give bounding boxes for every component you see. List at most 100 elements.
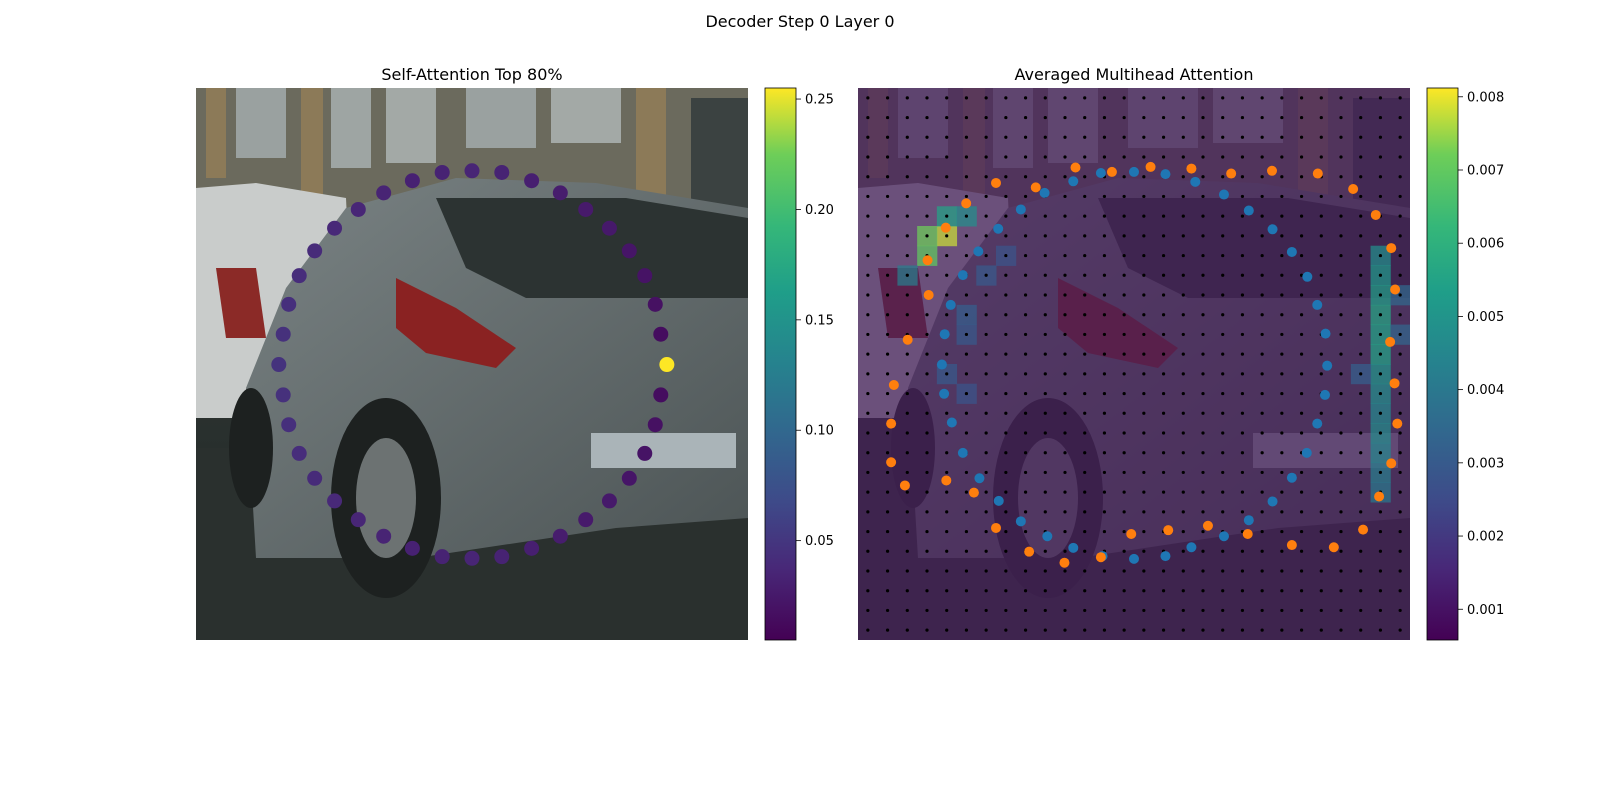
grid-dot bbox=[1240, 589, 1245, 593]
grid-dot bbox=[1043, 313, 1047, 317]
blue-point bbox=[1068, 542, 1079, 553]
colorbar-tick-label: 0.001 bbox=[1467, 603, 1504, 618]
grid-dot bbox=[1122, 175, 1126, 179]
grid-dot bbox=[1023, 155, 1028, 159]
grid-dot bbox=[1280, 194, 1284, 199]
grid-dot bbox=[1181, 490, 1185, 494]
attention-point bbox=[281, 417, 297, 433]
orange-point bbox=[961, 198, 972, 209]
orange-point bbox=[1070, 162, 1081, 173]
grid-dot bbox=[1201, 529, 1205, 534]
grid-dot bbox=[1043, 490, 1047, 494]
grid-dot bbox=[1201, 273, 1205, 277]
grid-dot bbox=[905, 608, 909, 613]
orange-point bbox=[1145, 161, 1156, 172]
grid-dot bbox=[1083, 569, 1087, 573]
grid-dot bbox=[1102, 155, 1107, 159]
attention-point bbox=[524, 540, 540, 556]
grid-dot bbox=[1063, 155, 1067, 159]
grid-dot bbox=[925, 549, 929, 553]
grid-dot bbox=[1359, 352, 1363, 356]
grid-dot bbox=[925, 411, 929, 415]
grid-dot bbox=[1299, 155, 1304, 159]
orange-point bbox=[1370, 209, 1381, 220]
orange-point bbox=[1186, 163, 1197, 174]
grid-dot bbox=[1063, 411, 1067, 415]
grid-dot bbox=[1359, 115, 1363, 120]
grid-dot bbox=[1260, 96, 1264, 100]
grid-dot bbox=[1043, 175, 1047, 179]
figure-title: Decoder Step 0 Layer 0 bbox=[705, 12, 895, 31]
grid-dot bbox=[1083, 608, 1087, 613]
grid-dot bbox=[1221, 253, 1225, 258]
grid-dot bbox=[1240, 411, 1245, 415]
grid-dot bbox=[964, 352, 969, 356]
orange-point bbox=[1358, 524, 1369, 535]
attention-point bbox=[291, 268, 307, 284]
grid-dot bbox=[1240, 470, 1245, 475]
grid-dot bbox=[1122, 490, 1126, 494]
blue-point bbox=[1015, 516, 1026, 527]
grid-dot bbox=[1161, 273, 1166, 277]
grid-dot bbox=[1142, 313, 1146, 317]
grid-dot bbox=[945, 549, 949, 553]
grid-dot bbox=[866, 175, 870, 179]
grid-dot bbox=[1122, 332, 1126, 337]
grid-dot bbox=[1299, 214, 1304, 218]
grid-dot bbox=[1004, 549, 1008, 553]
grid-dot bbox=[1398, 96, 1402, 100]
grid-dot bbox=[1004, 214, 1008, 218]
grid-dot bbox=[1023, 490, 1028, 494]
grid-dot bbox=[964, 589, 969, 593]
grid-dot bbox=[1063, 253, 1067, 258]
grid-dot bbox=[1181, 253, 1185, 258]
grid-dot bbox=[945, 155, 949, 159]
grid-dot bbox=[925, 352, 929, 356]
grid-dot bbox=[1142, 549, 1146, 553]
grid-dot bbox=[1122, 155, 1126, 159]
grid-dot bbox=[1083, 451, 1087, 455]
grid-dot bbox=[1339, 549, 1343, 553]
grid-dot bbox=[1142, 628, 1146, 632]
attention-point bbox=[552, 528, 568, 544]
grid-dot bbox=[885, 628, 890, 632]
grid-dot bbox=[1221, 135, 1225, 139]
grid-dot bbox=[1102, 115, 1107, 120]
grid-dot bbox=[1378, 391, 1383, 396]
grid-dot bbox=[1378, 194, 1383, 199]
grid-dot bbox=[1063, 175, 1067, 179]
grid-dot bbox=[1181, 569, 1185, 573]
grid-dot bbox=[1201, 628, 1205, 632]
grid-dot bbox=[925, 628, 929, 632]
grid-dot bbox=[1319, 451, 1323, 455]
grid-dot bbox=[925, 451, 929, 455]
grid-dot bbox=[1122, 431, 1126, 435]
grid-dot bbox=[1023, 411, 1028, 415]
grid-dot bbox=[925, 313, 929, 317]
grid-dot bbox=[1280, 431, 1284, 435]
grid-dot bbox=[1378, 352, 1383, 356]
grid-dot bbox=[984, 628, 988, 632]
grid-dot bbox=[1181, 273, 1185, 277]
grid-dot bbox=[1398, 549, 1402, 553]
attention-point bbox=[621, 470, 637, 486]
grid-dot bbox=[1280, 175, 1284, 179]
grid-dot bbox=[1240, 96, 1245, 100]
grid-dot bbox=[964, 608, 969, 613]
grid-dot bbox=[984, 332, 988, 337]
grid-dot bbox=[1142, 589, 1146, 593]
grid-dot bbox=[1063, 569, 1067, 573]
grid-dot bbox=[1378, 529, 1383, 534]
grid-dot bbox=[1122, 391, 1126, 396]
orange-point bbox=[1385, 336, 1396, 347]
grid-dot bbox=[1161, 253, 1166, 258]
grid-dot bbox=[1398, 490, 1402, 494]
grid-dot bbox=[1260, 194, 1264, 199]
grid-dot bbox=[1260, 490, 1264, 494]
right-colorbar: 0.001 0.002 0.003 0.004 0.005 0.006 0.007 0.008 bbox=[1426, 87, 1504, 641]
grid-dot bbox=[945, 569, 949, 573]
grid-dot bbox=[1280, 313, 1284, 317]
grid-dot bbox=[925, 391, 929, 396]
attention-point bbox=[621, 243, 637, 259]
grid-dot bbox=[925, 470, 929, 475]
